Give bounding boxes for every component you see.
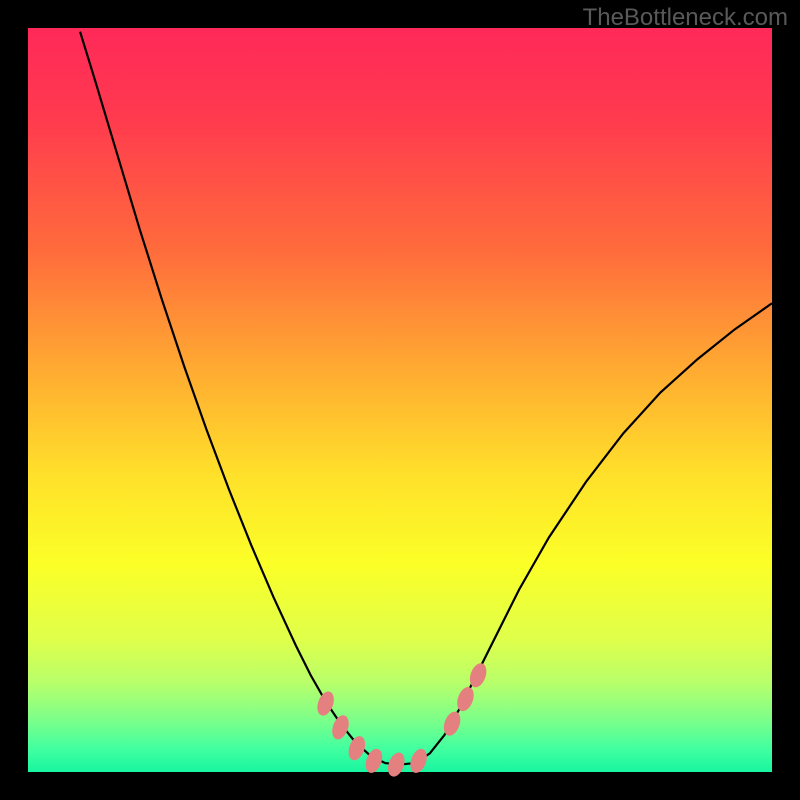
chart-container: TheBottleneck.com (0, 0, 800, 800)
bottleneck-chart (0, 0, 800, 800)
plot-gradient-background (28, 28, 772, 772)
